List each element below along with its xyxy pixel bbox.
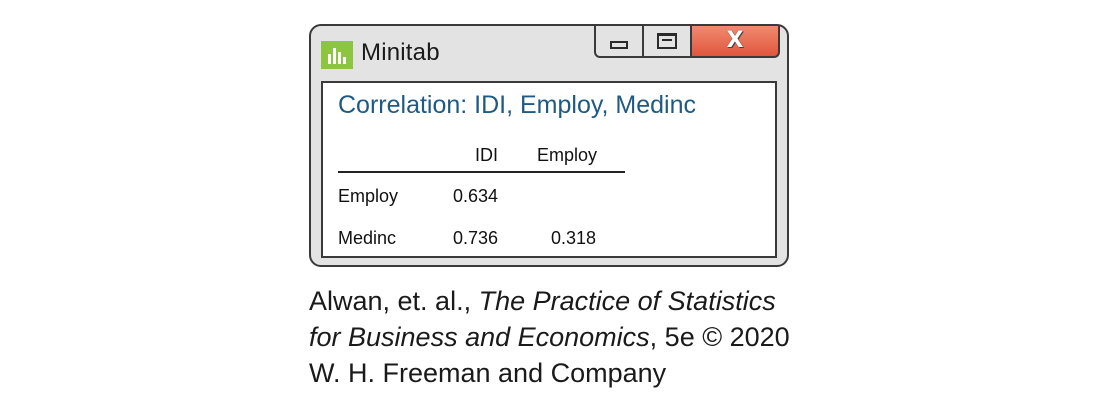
column-header-employ: Employ	[537, 145, 598, 165]
citation-line-1: Alwan, et. al., The Practice of Statisti…	[309, 283, 790, 319]
citation-authors: Alwan, et. al.,	[309, 286, 479, 316]
header-rule	[338, 171, 625, 173]
correlation-title: Correlation: IDI, Employ, Medinc	[338, 91, 696, 119]
minimize-button[interactable]	[594, 26, 644, 58]
maximize-icon	[657, 33, 677, 49]
source-citation: Alwan, et. al., The Practice of Statisti…	[309, 283, 790, 391]
cell-medinc-idi: 0.736	[453, 228, 499, 248]
citation-publisher: W. H. Freeman and Company	[309, 358, 667, 388]
row-label-employ: Employ	[338, 186, 399, 206]
maximize-button[interactable]	[642, 26, 692, 58]
minimize-icon	[610, 41, 628, 49]
citation-edition: , 5e © 2020	[649, 322, 790, 352]
citation-book-title-2: for Business and Economics	[309, 322, 650, 352]
session-output-pane: Correlation: IDI, Employ, Medinc IDI Emp…	[321, 81, 777, 258]
cell-medinc-employ: 0.318	[551, 228, 597, 248]
citation-line-2: for Business and Economics, 5e © 2020	[309, 319, 790, 355]
title-bar: Minitab X	[311, 26, 787, 80]
column-header-idi: IDI	[475, 145, 499, 165]
row-label-medinc: Medinc	[338, 228, 397, 248]
minitab-bar-chart-icon	[321, 41, 353, 69]
close-button[interactable]: X	[690, 26, 780, 58]
app-title: Minitab	[361, 39, 440, 66]
cell-employ-idi: 0.634	[453, 186, 499, 206]
citation-book-title-1: The Practice of Statistics	[478, 286, 776, 316]
close-icon: X	[726, 28, 744, 53]
minitab-window: Minitab X Correlation: IDI, Employ, Medi…	[309, 24, 789, 267]
